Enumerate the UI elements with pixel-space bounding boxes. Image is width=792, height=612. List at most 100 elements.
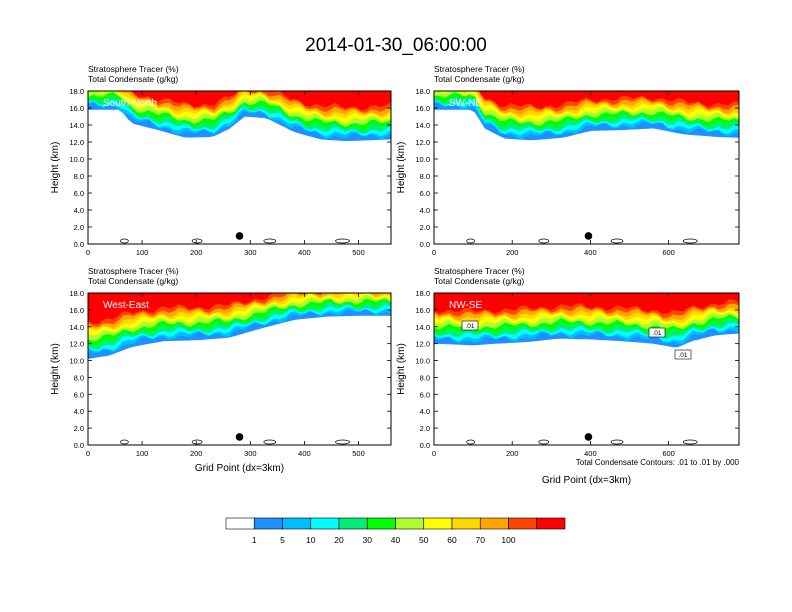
y-tick-label: 10.0 — [415, 155, 430, 164]
panel-title-line1: Stratosphere Tracer (%) — [88, 64, 179, 74]
x-tick-label: 0 — [432, 248, 436, 257]
x-tick-label: 300 — [244, 449, 257, 458]
colorbar: 1 5 10 20 30 40 50 60 70 100 — [225, 517, 566, 545]
plot-area — [88, 91, 391, 244]
panel-south-north: South-North Stratosphere Tracer (%)Total … — [50, 64, 392, 257]
contour-surface — [191, 439, 203, 445]
x-tick-label: 400 — [298, 449, 311, 458]
y-tick-label: 2.0 — [74, 223, 84, 232]
y-tick-label: 14.0 — [69, 323, 84, 332]
condensate-contours — [466, 238, 698, 244]
location-marker — [235, 433, 244, 441]
y-tick-label: 14.0 — [415, 323, 430, 332]
y-axis-label: Height (km) — [396, 343, 407, 395]
contour-surface — [610, 439, 624, 445]
x-tick-label: 500 — [352, 248, 365, 257]
x-axis-label: Grid Point (dx=3km) — [195, 463, 284, 474]
panel-name: SW-NE — [449, 98, 482, 109]
y-tick-label: 18.0 — [69, 289, 84, 298]
x-tick-label: 300 — [244, 248, 257, 257]
y-tick-label: 10.0 — [69, 357, 84, 366]
panel-sw-ne: SW-NE Stratosphere Tracer (%)Total Conden… — [396, 64, 740, 257]
contour-surface — [120, 238, 129, 244]
y-tick-label: 4.0 — [420, 407, 430, 416]
panel-title-line1: Stratosphere Tracer (%) — [88, 266, 179, 276]
y-axis-label: Height (km) — [50, 343, 61, 395]
y-tick-label: 12.0 — [69, 138, 84, 147]
contour-label-box — [461, 320, 479, 331]
y-tick-label: 8.0 — [420, 172, 430, 181]
x-tick-label: 400 — [584, 449, 597, 458]
contour-surface — [538, 238, 550, 244]
contour-surface — [263, 238, 277, 244]
colorbar-label: 60 — [447, 535, 457, 545]
y-tick-label: 18.0 — [415, 87, 430, 96]
y-tick-label: 16.0 — [69, 306, 84, 315]
plot-area — [434, 91, 739, 244]
plot-area — [434, 293, 739, 445]
y-tick-label: 18.0 — [415, 289, 430, 298]
axes-frame — [87, 90, 392, 245]
y-tick-label: 18.0 — [69, 87, 84, 96]
y-tick-label: 12.0 — [415, 138, 430, 147]
x-tick-label: 100 — [136, 449, 149, 458]
tracer-band-11 — [479, 91, 739, 109]
condensate-contours — [120, 238, 350, 244]
contour-surface — [191, 238, 203, 244]
panel-title-line2: Total Condensate (g/kg) — [434, 74, 524, 84]
colorbar-swatch — [310, 517, 340, 530]
colorbar-swatch — [338, 517, 368, 530]
colorbar-swatch — [225, 517, 255, 530]
y-tick-label: 8.0 — [74, 172, 84, 181]
x-tick-label: 200 — [506, 449, 519, 458]
panel-west-east: West-East Stratosphere Tracer (%)Total Co… — [50, 266, 392, 474]
y-tick-label: 0.0 — [74, 240, 84, 249]
location-marker — [584, 232, 593, 240]
axes-frame — [433, 292, 740, 446]
x-tick-label: 100 — [136, 248, 149, 257]
contour-surface — [335, 238, 350, 244]
y-tick-label: 14.0 — [415, 121, 430, 130]
colorbar-swatch — [423, 517, 453, 530]
panel-name: West-East — [103, 300, 149, 311]
y-tick-label: 10.0 — [69, 155, 84, 164]
y-tick-label: 0.0 — [420, 240, 430, 249]
contour-label: .01 — [678, 352, 687, 359]
colorbar-label: 70 — [476, 535, 486, 545]
y-tick-label: 0.0 — [420, 441, 430, 450]
colorbar-swatch — [395, 517, 425, 530]
contour-surface — [263, 439, 277, 445]
panel-title-line2: Total Condensate (g/kg) — [88, 276, 178, 286]
x-tick-label: 500 — [352, 449, 365, 458]
y-tick-label: 4.0 — [74, 206, 84, 215]
colorbar-swatch — [366, 517, 396, 530]
y-tick-label: 2.0 — [420, 424, 430, 433]
x-tick-label: 200 — [506, 248, 519, 257]
colorbar-swatch — [479, 517, 509, 530]
figure-title: 2014-01-30_06:00:00 — [305, 35, 487, 56]
panel-title-line1: Stratosphere Tracer (%) — [434, 64, 525, 74]
colorbar-label: 1 — [252, 535, 257, 545]
y-tick-label: 4.0 — [74, 407, 84, 416]
x-tick-label: 0 — [432, 449, 436, 458]
x-tick-label: 600 — [662, 449, 675, 458]
x-tick-label: 0 — [86, 248, 90, 257]
contour-surface — [466, 238, 475, 244]
y-tick-label: 10.0 — [415, 357, 430, 366]
contour-label-box — [674, 349, 692, 360]
y-tick-label: 2.0 — [74, 424, 84, 433]
location-marker — [584, 433, 593, 441]
contour-surface — [682, 439, 698, 445]
colorbar-label: 30 — [363, 535, 373, 545]
condensate-contours — [120, 439, 350, 445]
contour-note: Total Condensate Contours: .01 to .01 by… — [576, 458, 740, 467]
contour-label: .01 — [465, 323, 474, 330]
colorbar-swatch — [253, 517, 283, 530]
colorbar-label: 40 — [391, 535, 401, 545]
colorbar-label: 50 — [419, 535, 429, 545]
location-marker — [235, 232, 244, 240]
colorbar-label: 5 — [280, 535, 285, 545]
